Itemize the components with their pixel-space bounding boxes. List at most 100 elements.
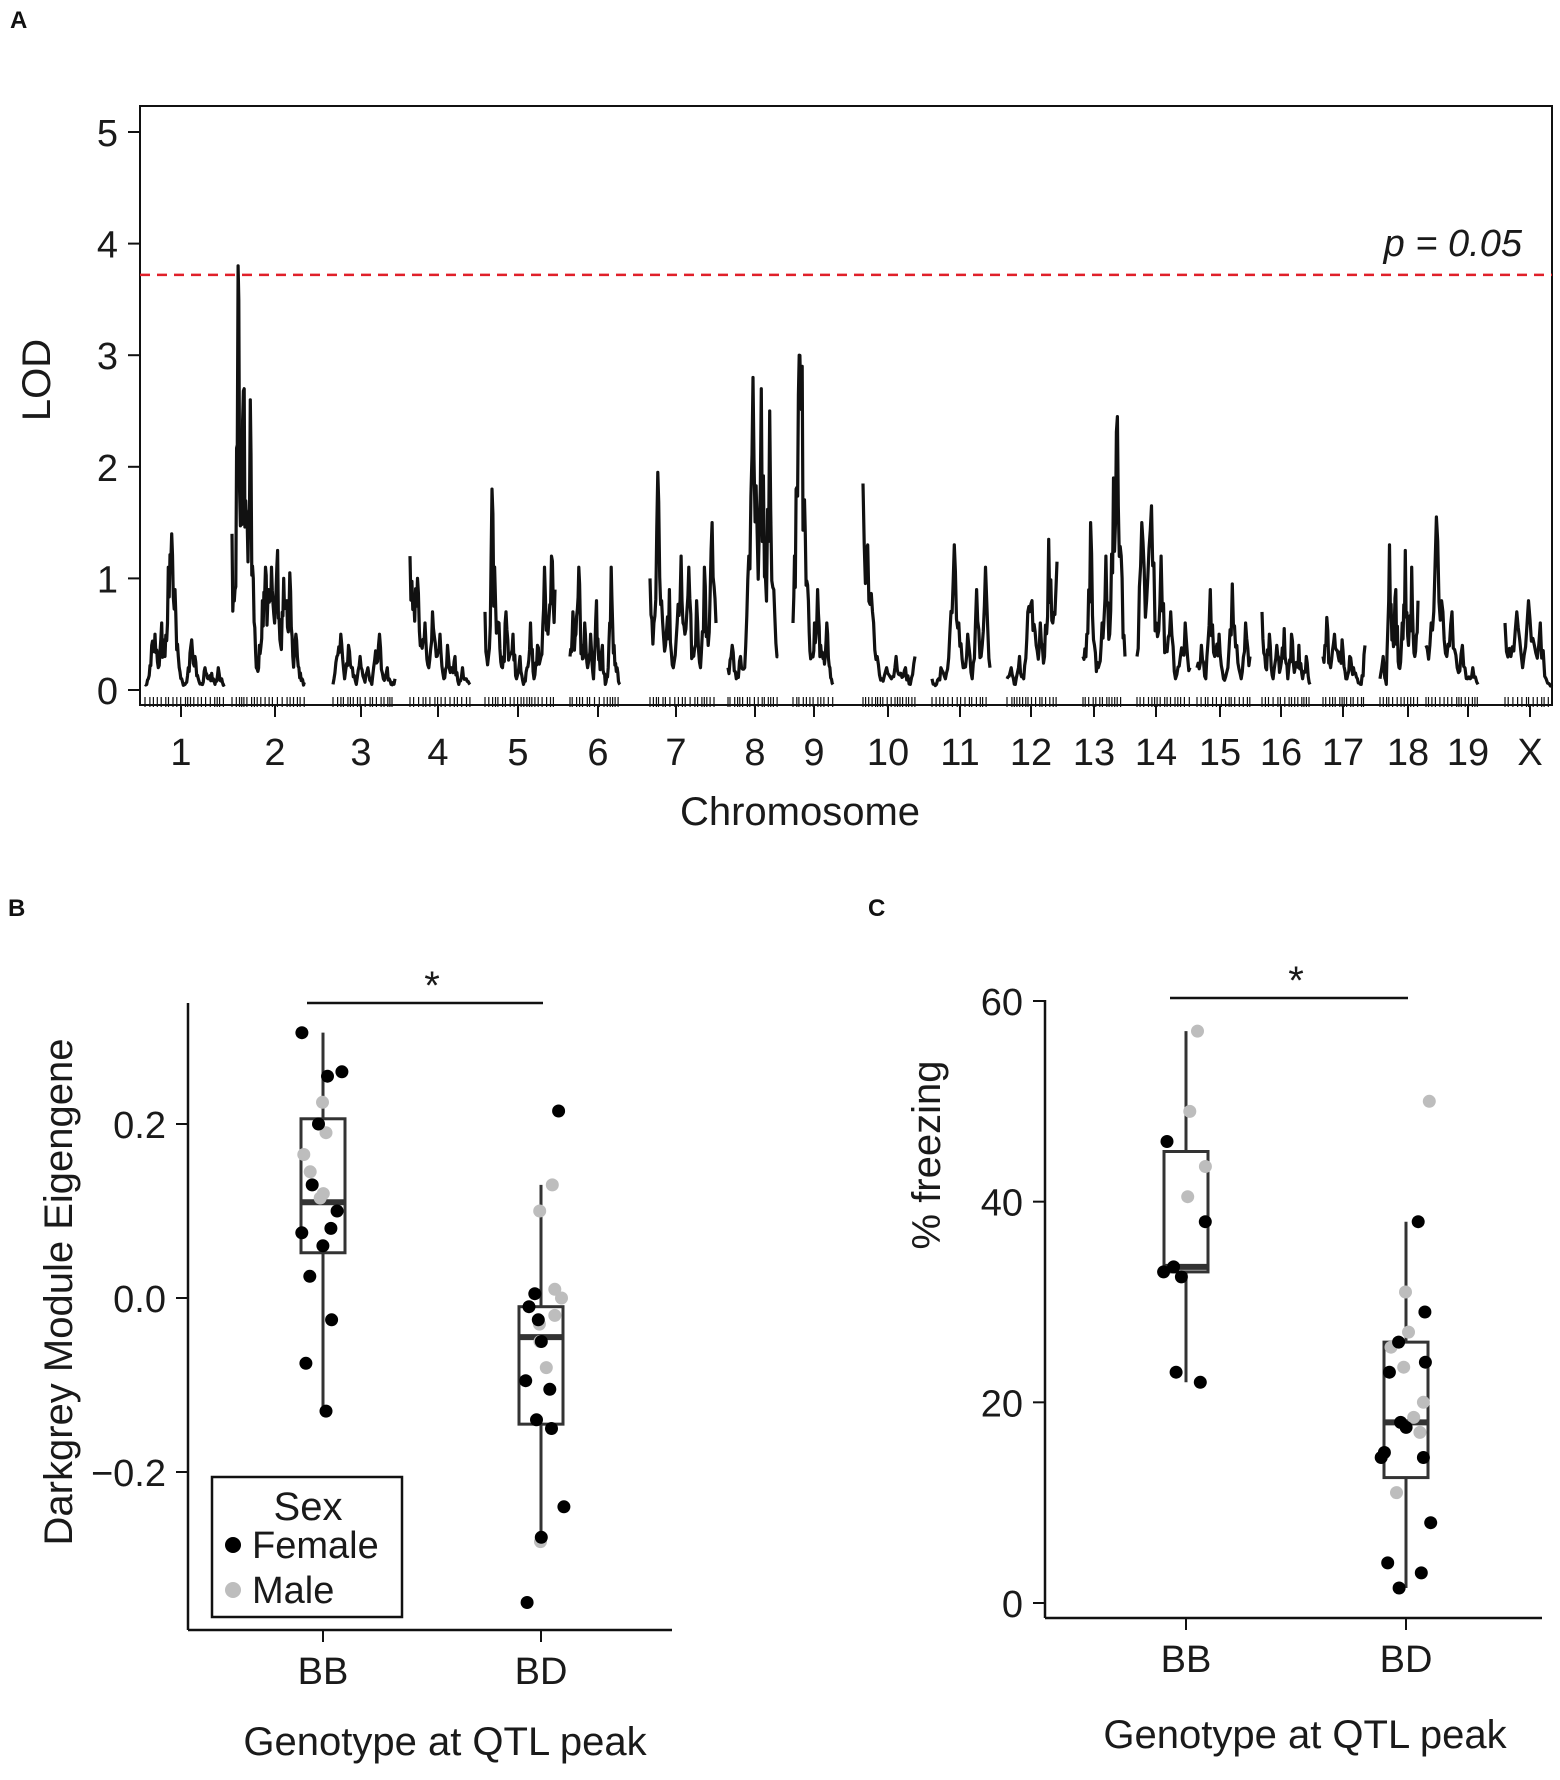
point-BD-male: [548, 1308, 562, 1322]
box-BD: [1382, 1340, 1430, 1480]
chromosome-tick-label: 10: [867, 732, 909, 774]
freezing-points: [1157, 1024, 1438, 1595]
lod-line-chr-11: [930, 543, 992, 688]
marker-rug-chr-13: [1082, 697, 1122, 707]
point-BD-female: [519, 1374, 533, 1388]
point-BD-female: [552, 1104, 566, 1118]
significance-star: *: [424, 964, 440, 1008]
chromosome-x-ticks: 1 2 3 4 5 6 7 8 9 10 11 12 13 14 15 16 17 18 19 X: [170, 705, 1543, 774]
significance-star: *: [1288, 959, 1304, 1003]
chromosome-tick-label: 2: [264, 732, 285, 774]
lod-x-axis-label: Chromosome: [680, 790, 920, 834]
marker-rug-chr-11: [931, 697, 987, 707]
point-BD-female: [1392, 1581, 1406, 1595]
lod-line-chr-9: [791, 353, 835, 686]
lod-y-axis-label: LOD: [15, 339, 59, 421]
lod-line-chr-17: [1321, 615, 1367, 686]
x-tick-label: BB: [1161, 1639, 1212, 1681]
lod-line-chr-16: [1260, 611, 1312, 686]
marker-rug-chr-X: [1504, 697, 1549, 707]
y-tick-label: 0: [1002, 1584, 1023, 1626]
lod-line-chr-2: [230, 264, 306, 687]
point-BD-female: [534, 1530, 548, 1544]
chromosome-tick-label: 6: [587, 732, 608, 774]
lod-line-chr-14: [1135, 504, 1192, 681]
box-BB: [1162, 1150, 1210, 1274]
marker-rug-chr-19: [1425, 697, 1478, 707]
y-tick-label: 20: [981, 1383, 1023, 1425]
y-tick-label: 0.2: [113, 1105, 166, 1147]
chromosome-tick-label: 11: [940, 732, 979, 774]
y-tick-label: −0.2: [91, 1453, 166, 1495]
x-tick-label: BD: [515, 1651, 568, 1693]
lod-line-chr-X: [1503, 599, 1554, 688]
point-BD-female: [1416, 1451, 1430, 1464]
point-BD-female: [1411, 1215, 1425, 1229]
point-BD-female: [557, 1500, 571, 1514]
marker-rug-chr-5: [484, 697, 554, 707]
panel-label-a: A: [10, 7, 27, 34]
chromosome-tick-label: 19: [1447, 732, 1489, 774]
point-BB-female: [324, 1221, 338, 1235]
point-BD-female: [522, 1300, 536, 1314]
marker-rug-chr-10: [862, 697, 916, 707]
point-BD-female: [1392, 1335, 1406, 1349]
marker-rug-chr-17: [1322, 697, 1365, 707]
point-BD-male: [1413, 1425, 1427, 1439]
eigengene-x-axis-label: Genotype at QTL peak: [243, 1720, 647, 1764]
chromosome-tick-label: 9: [803, 732, 824, 774]
point-BB-female: [1193, 1375, 1207, 1389]
legend-male-swatch: [225, 1582, 241, 1598]
point-BD-male: [1402, 1325, 1415, 1339]
point-BB-male: [316, 1187, 330, 1201]
x-tick-label: BD: [1380, 1639, 1433, 1681]
eigengene-y-axis-label: Darkgrey Module Eigengene: [37, 1039, 81, 1546]
point-BD-male: [545, 1178, 559, 1192]
eigengene-boxes: [299, 1032, 565, 1533]
eigengene-box-chart: 0.2 0.0 −0.2 BB BD * Genotype at QTL peak Da…: [37, 964, 672, 1764]
point-BB-male: [1198, 1160, 1212, 1173]
legend-female-swatch: [225, 1537, 241, 1553]
point-BB-male: [1181, 1190, 1195, 1204]
marker-rug-chr-18: [1379, 697, 1419, 707]
chromosome-tick-label: 15: [1199, 732, 1241, 774]
x-tick-label: BB: [298, 1651, 349, 1693]
chromosome-tick-label: 17: [1322, 732, 1364, 774]
legend-title: Sex: [274, 1485, 343, 1529]
lod-line-chr-4: [408, 556, 472, 686]
freezing-boxes: [1162, 1031, 1430, 1588]
point-BD-female: [543, 1382, 557, 1396]
point-BB-female: [1169, 1365, 1183, 1379]
lod-plot-frame: [139, 105, 1553, 706]
chromosome-tick-label: 13: [1073, 732, 1115, 774]
point-BB-female: [316, 1239, 330, 1253]
point-BB-female: [1198, 1215, 1212, 1229]
point-BD-male: [1390, 1486, 1403, 1500]
marker-rug-chr-14: [1136, 697, 1190, 707]
lod-line-chr-3: [331, 632, 397, 687]
lod-line-chr-12: [1005, 537, 1059, 686]
point-BB-female: [1174, 1270, 1188, 1284]
point-BB-female: [335, 1065, 349, 1079]
point-BB-female: [330, 1204, 344, 1218]
point-BB-female: [305, 1178, 319, 1192]
chromosome-tick-label: 16: [1260, 732, 1302, 774]
legend-female-label: Female: [252, 1525, 379, 1567]
point-BB-female: [321, 1069, 334, 1083]
point-BD-male: [1399, 1285, 1412, 1299]
marker-rug-chr-15: [1196, 697, 1251, 707]
eigengene-points: [295, 1026, 571, 1609]
freezing-significance: *: [1170, 959, 1408, 1003]
chromosome-tick-label: 1: [170, 732, 191, 774]
point-BD-female: [1414, 1566, 1428, 1580]
marker-rug-chr-16: [1261, 697, 1310, 707]
freezing-y-axis-label: % freezing: [905, 1061, 949, 1250]
point-BD-female: [1418, 1355, 1432, 1369]
lod-y-tick-label: 1: [97, 559, 118, 601]
point-BD-female: [1418, 1305, 1432, 1319]
point-BD-female: [1374, 1451, 1388, 1464]
point-BD-male: [533, 1204, 547, 1218]
marker-rug: [144, 697, 1549, 707]
